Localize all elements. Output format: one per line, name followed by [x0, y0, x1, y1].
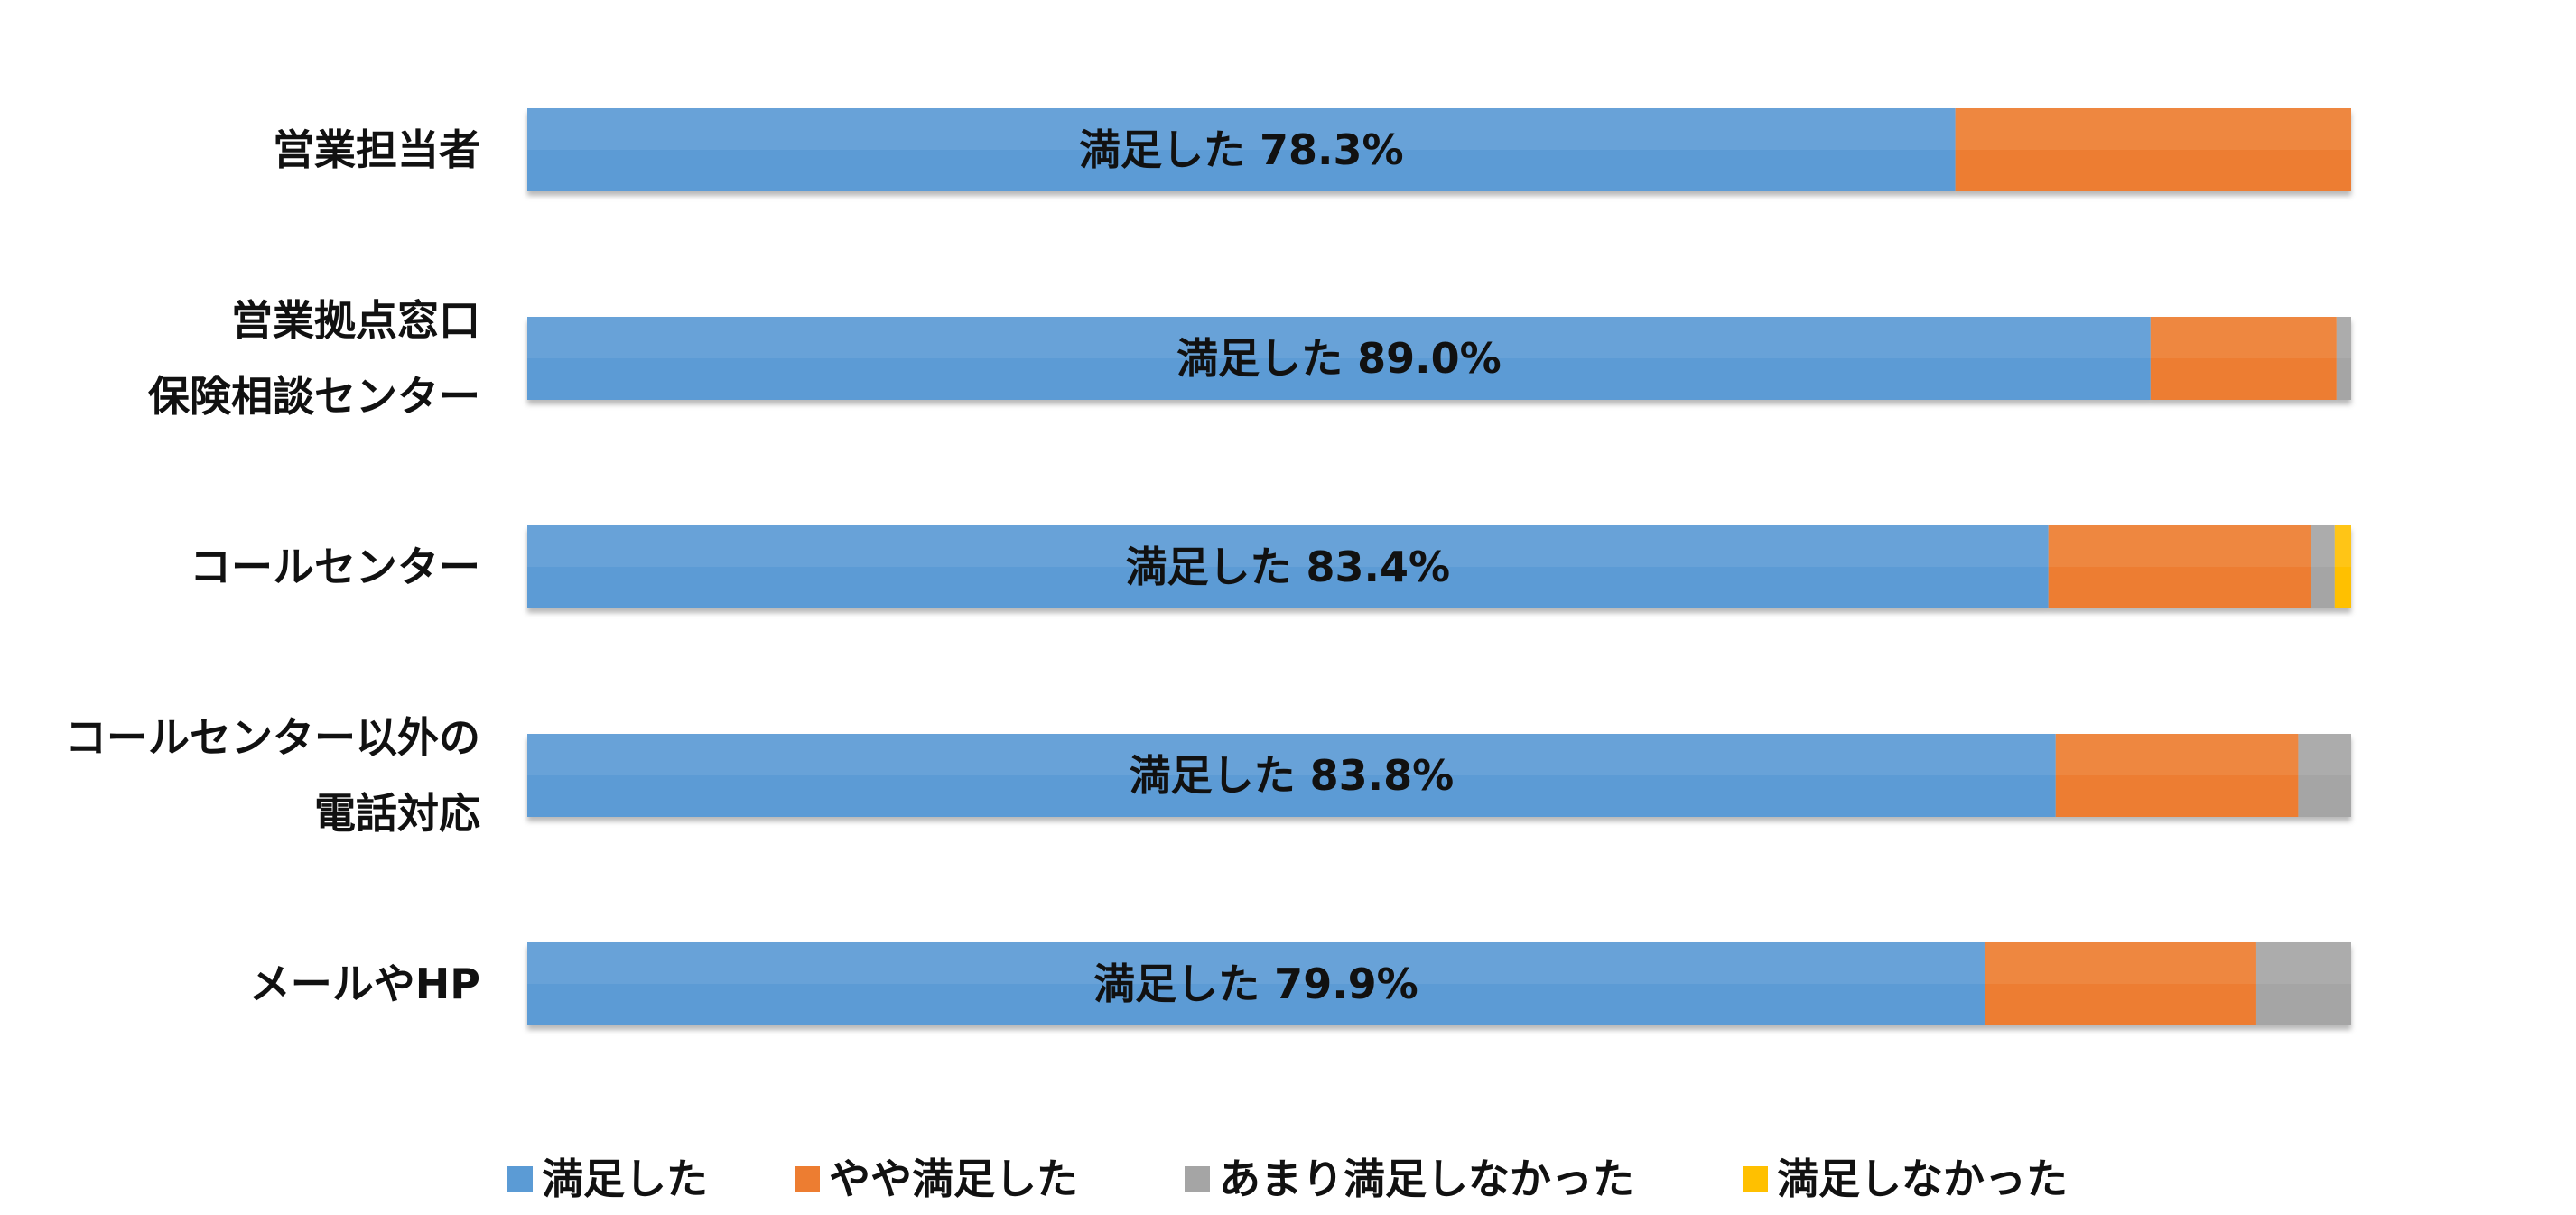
bar-segment-highlight [1984, 942, 2256, 984]
bar-row-4 [527, 734, 2351, 817]
legend-swatch [1185, 1166, 1210, 1192]
category-label-line: コールセンター [190, 543, 480, 591]
bar-segment-highlight [2048, 525, 2311, 567]
data-label-5: 満足した 79.9% [1093, 960, 1418, 1008]
bar-segment-highlight [2311, 525, 2335, 567]
category-label-line: 営業拠点窓口 [231, 296, 480, 345]
data-label-1: 満足した 78.3% [1079, 125, 1404, 174]
bar-row-2 [527, 317, 2351, 400]
legend-item-1: 満足した [507, 1155, 708, 1203]
bar-segment-highlight [527, 108, 1956, 150]
bar-segment-highlight [2055, 734, 2299, 775]
legend-item-4: 満足しなかった [1743, 1155, 2068, 1203]
bars-layer: 満足した 78.3% 満足した 89.0% 満足した 83.4% 満足した 83.8%… [527, 108, 2351, 1025]
category-label-1: 営業担当者 [273, 125, 480, 174]
bar-row-3 [527, 525, 2351, 608]
data-label-3: 満足した 83.4% [1126, 543, 1451, 591]
bar-row-5 [527, 942, 2351, 1025]
category-label-2: 営業拠点窓口保険相談センター [148, 296, 480, 421]
category-label-5: メールやHP [249, 960, 480, 1008]
legend-item-2: やや満足した [795, 1155, 1078, 1203]
category-label-line: コールセンター以外の [65, 713, 480, 762]
data-label-4: 満足した 83.8% [1130, 751, 1455, 800]
category-label-line: メールやHP [249, 960, 480, 1008]
category-labels: 営業担当者営業拠点窓口保険相談センターコールセンターコールセンター以外の電話対応… [65, 125, 480, 1008]
legend-label: あまり満足しなかった [1219, 1155, 1634, 1203]
bar-segment-highlight [1955, 108, 2351, 150]
bar-segment-highlight [527, 525, 2049, 567]
bar-segment-highlight [527, 317, 2151, 358]
bar-segment-highlight [2336, 317, 2351, 358]
legend-swatch [1743, 1166, 1768, 1192]
legend-label: やや満足した [829, 1155, 1078, 1203]
legend-swatch [507, 1166, 533, 1192]
category-label-line: 営業担当者 [273, 125, 480, 174]
category-label-line: 電話対応 [314, 789, 480, 838]
legend-label: 満足した [542, 1155, 708, 1203]
bar-segment-highlight [2255, 942, 2351, 984]
category-label-line: 保険相談センター [148, 372, 480, 421]
legend: 満足した やや満足した あまり満足しなかった 満足しなかった [507, 1155, 2068, 1203]
bar-segment-highlight [527, 734, 2056, 775]
category-label-4: コールセンター以外の電話対応 [65, 713, 480, 838]
bar-row-1 [527, 108, 2351, 191]
category-label-3: コールセンター [190, 543, 480, 591]
legend-swatch [795, 1166, 820, 1192]
bar-segment-highlight [2298, 734, 2351, 775]
bar-segment-highlight [2334, 525, 2351, 567]
bar-segment-highlight [2150, 317, 2337, 358]
bar-segment-highlight [527, 942, 1985, 984]
legend-item-3: あまり満足しなかった [1185, 1155, 1634, 1203]
legend-label: 満足しなかった [1777, 1155, 2068, 1203]
data-label-2: 満足した 89.0% [1176, 334, 1502, 383]
